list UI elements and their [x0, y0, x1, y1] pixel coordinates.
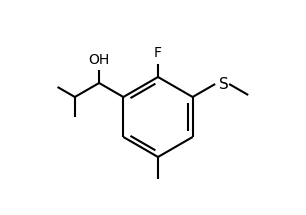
Text: F: F — [154, 46, 162, 60]
Text: OH: OH — [88, 53, 110, 67]
Text: S: S — [219, 77, 229, 92]
